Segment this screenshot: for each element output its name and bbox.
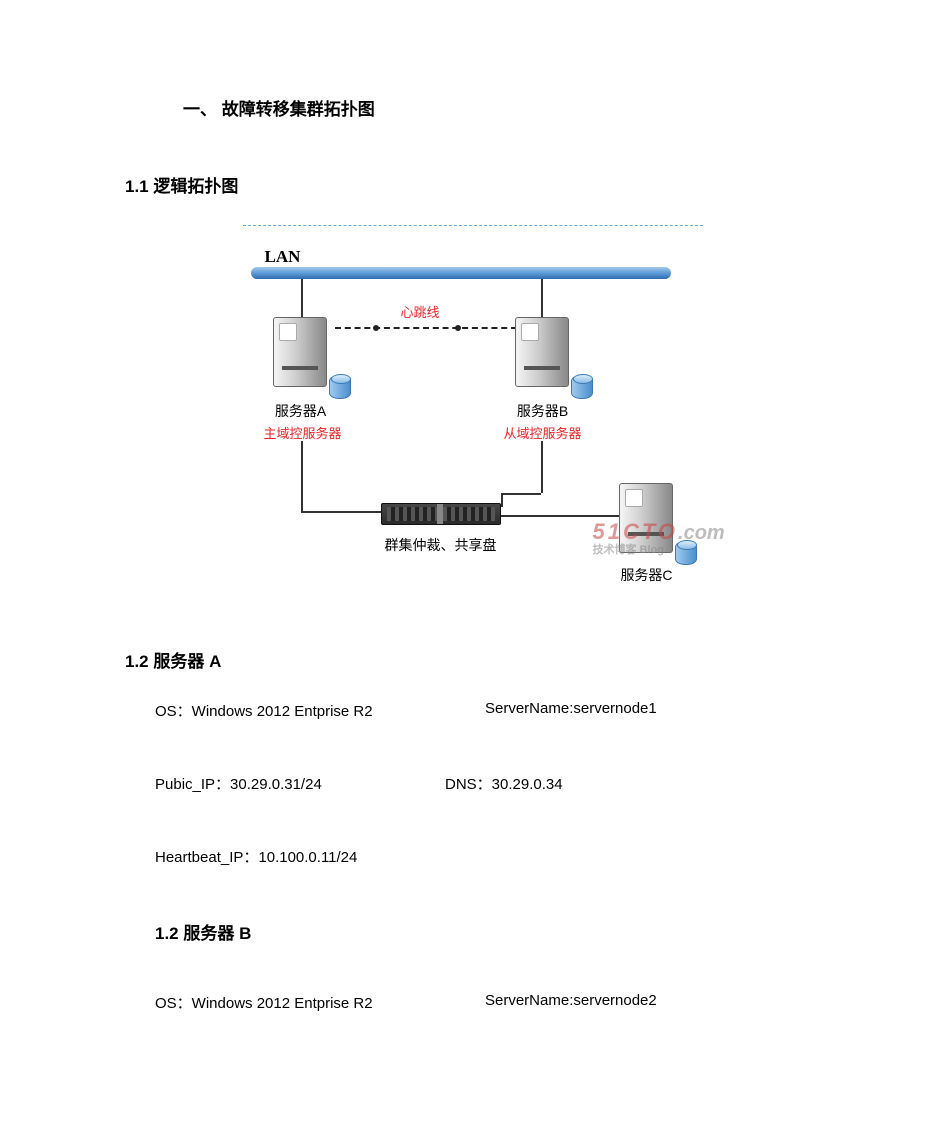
server-a-row-2: Pubic_IP：30.29.0.31/24 DNS：30.29.0.34 [125,773,820,794]
server-a-os: OS：Windows 2012 Entprise R2 [155,700,485,721]
page-title: 一、 故障转移集群拓扑图 [125,95,820,120]
server-a-row-1: OS：Windows 2012 Entprise R2 ServerName:s… [125,700,820,721]
server-b-name: ServerName:servernode2 [485,992,820,1013]
server-b-label: 服务器B [493,401,593,421]
rack-h-line-2 [501,493,541,495]
server-b-name-val: servernode2 [573,992,656,1009]
server-c-label: 服务器C [597,565,697,585]
server-a-name: ServerName:servernode1 [485,700,820,721]
server-a-name-val: servernode1 [573,700,656,717]
server-a-to-rack-line [301,441,303,511]
server-b-sublabel: 从域控服务器 [483,423,603,442]
heartbeat-label: 心跳线 [401,302,440,321]
topology-diagram: LAN 心跳线 服务器A 主域控服务器 服务器B 从域控服务器 群集仲裁、共享盘… [243,225,703,595]
lan-to-server-a-line [301,279,303,317]
heartbeat-line [335,327,517,329]
section-1-2a-title: 1.2 服务器 A [125,647,820,672]
server-b-name-label: ServerName: [485,992,573,1009]
rack-v-line-2 [501,493,503,507]
rack-h-line [301,511,381,513]
server-a-sublabel: 主域控服务器 [243,423,363,442]
rack-label: 群集仲裁、共享盘 [361,535,521,555]
diagram-top-border [243,225,703,227]
watermark: 51CTO.com 技术博客 Blog [593,519,725,557]
section-1-1-title: 1.1 逻辑拓扑图 [125,172,820,197]
server-a-row-3: Heartbeat_IP：10.100.0.11/24 [125,846,820,867]
server-a-icon [273,317,341,395]
rack-to-server-c-line [501,515,619,517]
rack-icon [381,503,501,525]
lan-to-server-b-line [541,279,543,317]
server-b-icon [515,317,583,395]
server-a-dns: DNS：30.29.0.34 [445,773,820,794]
server-b-to-rack-line [541,441,543,493]
section-1-2b-title: 1.2 服务器 B [125,919,820,944]
lan-label: LAN [265,247,301,267]
server-a-hb: Heartbeat_IP：10.100.0.11/24 [155,846,485,867]
server-b-row-1: OS：Windows 2012 Entprise R2 ServerName:s… [125,992,820,1013]
lan-bar [251,267,671,279]
server-a-label: 服务器A [251,401,351,421]
watermark-text: .com [678,522,725,544]
server-a-name-label: ServerName: [485,700,573,717]
server-a-pubip: Pubic_IP：30.29.0.31/24 [155,773,445,794]
server-b-os: OS：Windows 2012 Entprise R2 [155,992,485,1013]
